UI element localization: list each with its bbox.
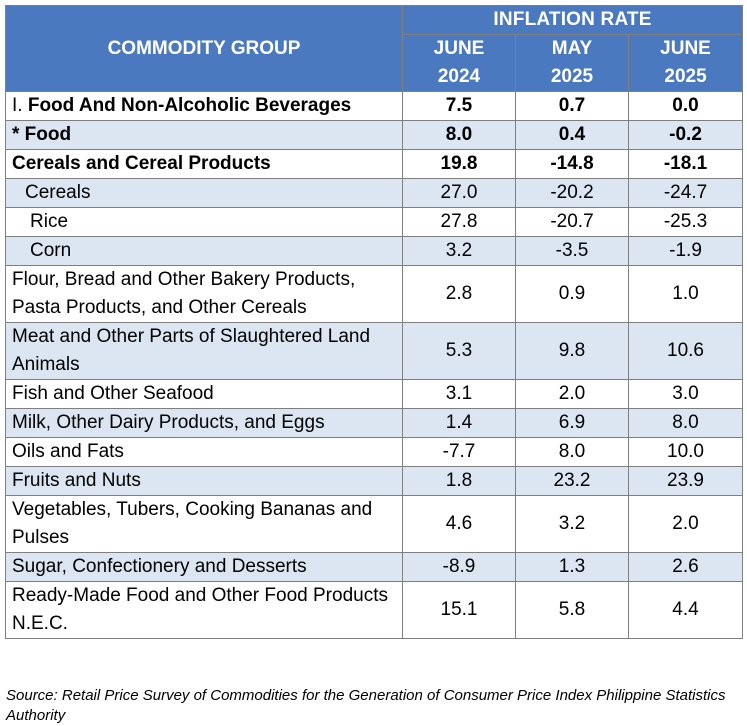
value-cell: 3.2: [515, 495, 629, 553]
value-cell: -20.7: [515, 207, 629, 237]
value-cell: 5.8: [515, 581, 629, 639]
value-cell: 23.9: [627, 466, 744, 496]
value-cell: -18.1: [627, 149, 744, 179]
value-cell: 5.3: [402, 322, 516, 380]
value-cell: 1.3: [515, 552, 629, 582]
row-label: Ready-Made Food and Other Food Products …: [5, 581, 403, 639]
value-cell: 2.8: [402, 265, 516, 323]
header-period-may-2025: MAY 2025: [515, 34, 629, 92]
value-cell: 0.0: [627, 91, 744, 121]
table-row: Milk, Other Dairy Products, and Eggs 1.4…: [5, 408, 744, 438]
header-period-june-2025: JUNE 2025: [627, 34, 744, 92]
inflation-table: COMMODITY GROUP INFLATION RATE JUNE 2024 …: [5, 5, 744, 639]
value-cell: 3.2: [402, 236, 516, 266]
row-label: Flour, Bread and Other Bakery Products, …: [5, 265, 403, 323]
row-label: Fish and Other Seafood: [5, 379, 403, 409]
value-cell: -14.8: [515, 149, 629, 179]
value-cell: 1.8: [402, 466, 516, 496]
table-row: Cereals 27.0 -20.2 -24.7: [5, 178, 744, 208]
value-cell: -8.9: [402, 552, 516, 582]
table-row: Corn 3.2 -3.5 -1.9: [5, 236, 744, 266]
value-cell: -7.7: [402, 437, 516, 467]
value-cell: 6.9: [515, 408, 629, 438]
table-row: Fish and Other Seafood 3.1 2.0 3.0: [5, 379, 744, 409]
table-row: Fruits and Nuts 1.8 23.2 23.9: [5, 466, 744, 496]
value-cell: -3.5: [515, 236, 629, 266]
value-cell: 23.2: [515, 466, 629, 496]
row-label: Cereals: [5, 178, 403, 208]
value-cell: 10.6: [627, 322, 744, 380]
value-cell: 0.4: [515, 120, 629, 150]
value-cell: -25.3: [627, 207, 744, 237]
header-inflation-rate: INFLATION RATE: [401, 5, 744, 35]
value-cell: 8.0: [627, 408, 744, 438]
value-cell: 10.0: [627, 437, 744, 467]
table-row: Rice 27.8 -20.7 -25.3: [5, 207, 744, 237]
value-cell: 19.8: [402, 149, 516, 179]
value-cell: 8.0: [515, 437, 629, 467]
value-cell: 9.8: [515, 322, 629, 380]
value-cell: 2.6: [627, 552, 744, 582]
row-label: * Food: [5, 120, 403, 150]
value-cell: 2.0: [515, 379, 629, 409]
value-cell: 0.7: [515, 91, 629, 121]
row-label: I. Food And Non-Alcoholic Beverages: [5, 91, 403, 121]
header-commodity-group: COMMODITY GROUP: [5, 5, 403, 92]
value-cell: 3.1: [402, 379, 516, 409]
value-cell: 1.0: [627, 265, 744, 323]
value-cell: 15.1: [402, 581, 516, 639]
value-cell: -24.7: [627, 178, 744, 208]
row-label: Fruits and Nuts: [5, 466, 403, 496]
value-cell: 2.0: [627, 495, 744, 553]
row-label: Meat and Other Parts of Slaughtered Land…: [5, 322, 403, 380]
row-label: Sugar, Confectionery and Desserts: [5, 552, 403, 582]
value-cell: 1.4: [402, 408, 516, 438]
table-row: Vegetables, Tubers, Cooking Bananas and …: [5, 495, 744, 553]
value-cell: -0.2: [627, 120, 744, 150]
row-label: Oils and Fats: [5, 437, 403, 467]
row-label: Rice: [5, 207, 403, 237]
value-cell: 4.6: [402, 495, 516, 553]
table-row: Flour, Bread and Other Bakery Products, …: [5, 265, 744, 323]
value-cell: -1.9: [627, 236, 744, 266]
row-label: Corn: [5, 236, 403, 266]
value-cell: -20.2: [515, 178, 629, 208]
table-row: I. Food And Non-Alcoholic Beverages 7.5 …: [5, 91, 744, 121]
value-cell: 3.0: [627, 379, 744, 409]
row-label: Vegetables, Tubers, Cooking Bananas and …: [5, 495, 403, 553]
row-label: Cereals and Cereal Products: [5, 149, 403, 179]
table-row: Oils and Fats -7.7 8.0 10.0: [5, 437, 744, 467]
value-cell: 27.0: [402, 178, 516, 208]
table-row: Cereals and Cereal Products 19.8 -14.8 -…: [5, 149, 744, 179]
source-note: Source: Retail Price Survey of Commoditi…: [6, 687, 726, 724]
table-row: Meat and Other Parts of Slaughtered Land…: [5, 322, 744, 380]
table-row: Ready-Made Food and Other Food Products …: [5, 581, 744, 639]
value-cell: 0.9: [515, 265, 629, 323]
table-row: * Food 8.0 0.4 -0.2: [5, 120, 744, 150]
value-cell: 7.5: [402, 91, 516, 121]
value-cell: 8.0: [402, 120, 516, 150]
value-cell: 4.4: [627, 581, 744, 639]
value-cell: 27.8: [402, 207, 516, 237]
table-row: Sugar, Confectionery and Desserts -8.9 1…: [5, 552, 744, 582]
row-label: Milk, Other Dairy Products, and Eggs: [5, 408, 403, 438]
header-period-june-2024: JUNE 2024: [402, 34, 516, 92]
